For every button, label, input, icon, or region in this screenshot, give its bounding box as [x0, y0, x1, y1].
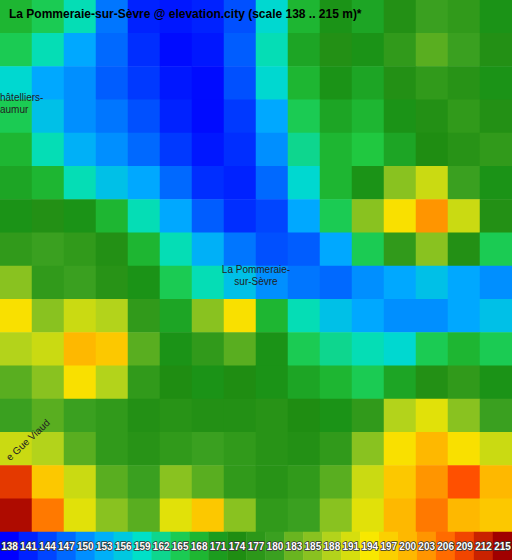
- svg-text:185: 185: [305, 541, 322, 552]
- svg-text:215: 215: [494, 541, 511, 552]
- svg-text:153: 153: [96, 541, 113, 552]
- svg-text:206: 206: [437, 541, 454, 552]
- svg-text:162: 162: [153, 541, 170, 552]
- svg-text:168: 168: [191, 541, 208, 552]
- svg-text:147: 147: [58, 541, 75, 552]
- svg-text:177: 177: [248, 541, 265, 552]
- svg-text:212: 212: [475, 541, 492, 552]
- svg-text:209: 209: [456, 541, 473, 552]
- svg-text:141: 141: [20, 541, 37, 552]
- svg-text:sur-Sèvre: sur-Sèvre: [234, 276, 278, 287]
- svg-text:hâtelliers-: hâtelliers-: [0, 92, 43, 103]
- svg-text:156: 156: [115, 541, 132, 552]
- svg-text:138: 138: [1, 541, 18, 552]
- svg-text:e Gue Viaud: e Gue Viaud: [4, 417, 52, 463]
- svg-text:144: 144: [39, 541, 56, 552]
- svg-text:aumur: aumur: [0, 104, 29, 115]
- svg-text:150: 150: [77, 541, 94, 552]
- svg-text:188: 188: [324, 541, 341, 552]
- svg-text:200: 200: [399, 541, 416, 552]
- svg-text:180: 180: [267, 541, 284, 552]
- svg-text:La Pommeraie-: La Pommeraie-: [222, 264, 290, 275]
- svg-text:174: 174: [229, 541, 246, 552]
- svg-text:194: 194: [361, 541, 378, 552]
- svg-text:165: 165: [172, 541, 189, 552]
- svg-text:203: 203: [418, 541, 435, 552]
- svg-text:191: 191: [342, 541, 359, 552]
- svg-text:La Pommeraie-sur-Sèvre @ eleva: La Pommeraie-sur-Sèvre @ elevation.city …: [9, 7, 362, 21]
- svg-text:159: 159: [134, 541, 151, 552]
- svg-text:197: 197: [380, 541, 397, 552]
- svg-text:183: 183: [286, 541, 303, 552]
- svg-text:171: 171: [210, 541, 227, 552]
